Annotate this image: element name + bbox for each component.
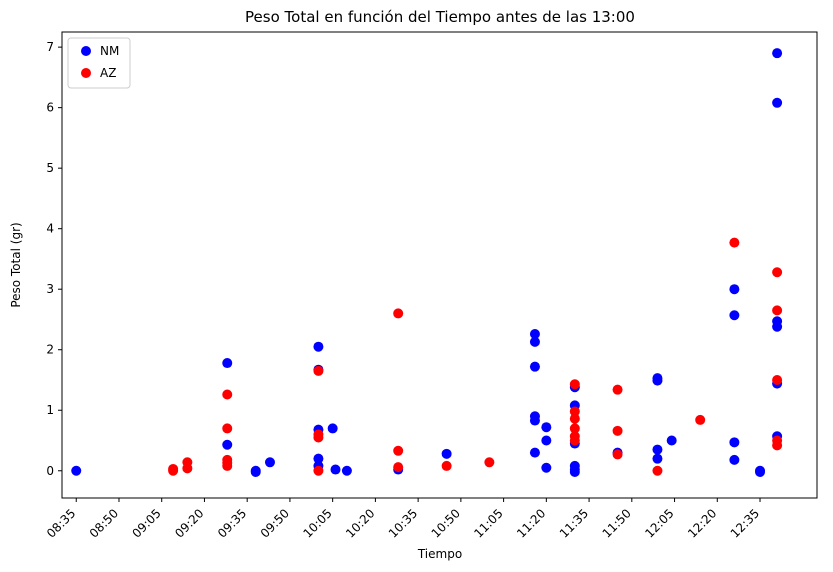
point-nm (569, 466, 580, 477)
point-az (729, 237, 740, 248)
point-az (772, 440, 783, 451)
x-tick-label: 12:35 (728, 506, 762, 540)
point-nm (313, 453, 324, 464)
chart-title: Peso Total en función del Tiempo antes d… (245, 8, 635, 26)
point-az (612, 425, 623, 436)
y-tick-label: 5 (46, 161, 54, 175)
data-points (71, 48, 783, 477)
y-tick-label: 6 (46, 101, 54, 115)
point-az (393, 308, 404, 319)
point-az (222, 460, 233, 471)
point-nm (729, 454, 740, 465)
point-nm (666, 435, 677, 446)
y-tick-label: 3 (46, 282, 54, 296)
point-az (772, 267, 783, 278)
x-tick-label: 09:05 (129, 506, 163, 540)
point-az (222, 423, 233, 434)
point-nm (652, 444, 663, 455)
x-tick-label: 11:05 (471, 506, 505, 540)
point-nm (250, 466, 261, 477)
point-az (441, 460, 452, 471)
point-az (569, 406, 580, 417)
point-nm (529, 336, 540, 347)
point-nm (755, 466, 766, 477)
point-nm (313, 341, 324, 352)
x-tick-label: 10:20 (343, 506, 377, 540)
y-tick-label: 1 (46, 403, 54, 417)
point-nm (529, 447, 540, 458)
point-nm (729, 437, 740, 448)
x-axis: 08:35 08:50 09:05 09:20 09:35 09:50 10:05 10:20… (44, 498, 762, 541)
y-axis-label: Peso Total (gr) (9, 222, 23, 307)
point-nm (541, 435, 552, 446)
point-az (772, 374, 783, 385)
x-tick-label: 12:05 (642, 506, 676, 540)
legend-label: AZ (100, 66, 116, 80)
legend-box (67, 37, 131, 89)
point-nm (441, 448, 452, 459)
point-az (652, 465, 663, 476)
point-nm (330, 464, 341, 475)
y-tick-label: 2 (46, 343, 54, 357)
point-az (612, 449, 623, 460)
x-tick-label: 11:20 (514, 506, 548, 540)
legend: NM AZ (67, 37, 131, 89)
point-az (182, 463, 193, 474)
point-nm (222, 358, 233, 369)
point-az (695, 414, 706, 425)
point-nm (341, 465, 352, 476)
point-az (569, 435, 580, 446)
x-tick-label: 12:20 (685, 506, 719, 540)
point-nm (327, 423, 338, 434)
x-tick-label: 09:35 (215, 506, 249, 540)
point-nm (772, 48, 783, 59)
point-az (612, 384, 623, 395)
point-nm (772, 321, 783, 332)
point-nm (222, 439, 233, 450)
point-nm (529, 328, 540, 339)
legend-marker (81, 68, 91, 78)
x-tick-label: 09:50 (258, 506, 292, 540)
x-tick-label: 09:20 (172, 506, 206, 540)
point-az (772, 305, 783, 316)
point-nm (729, 284, 740, 295)
x-tick-label: 10:50 (429, 506, 463, 540)
legend-marker (81, 46, 91, 56)
point-az (313, 465, 324, 476)
y-tick-label: 7 (46, 40, 54, 54)
x-tick-label: 08:35 (44, 506, 78, 540)
point-az (569, 423, 580, 434)
point-nm (729, 310, 740, 321)
point-nm (264, 457, 275, 468)
point-az (484, 457, 495, 468)
point-az (393, 445, 404, 456)
point-nm (652, 375, 663, 386)
x-tick-label: 11:50 (600, 506, 634, 540)
point-az (569, 379, 580, 390)
x-tick-label: 10:05 (300, 506, 334, 540)
point-az (313, 365, 324, 376)
legend-label: NM (100, 44, 119, 58)
x-axis-label: Tiempo (417, 547, 462, 561)
point-nm (772, 97, 783, 108)
y-tick-label: 4 (46, 222, 54, 236)
y-axis: 0 1 2 3 4 5 6 7 (46, 40, 62, 478)
x-tick-label: 10:35 (386, 506, 420, 540)
point-nm (541, 462, 552, 473)
x-tick-label: 11:35 (557, 506, 591, 540)
point-az (569, 413, 580, 424)
point-az (222, 389, 233, 400)
point-nm (541, 422, 552, 433)
point-az (168, 465, 179, 476)
point-nm (529, 415, 540, 426)
point-az (393, 462, 404, 473)
y-tick-label: 0 (46, 464, 54, 478)
point-nm (652, 453, 663, 464)
point-nm (529, 361, 540, 372)
x-tick-label: 08:50 (87, 506, 121, 540)
point-az (313, 432, 324, 443)
point-nm (71, 465, 82, 476)
plot-area (61, 31, 818, 499)
